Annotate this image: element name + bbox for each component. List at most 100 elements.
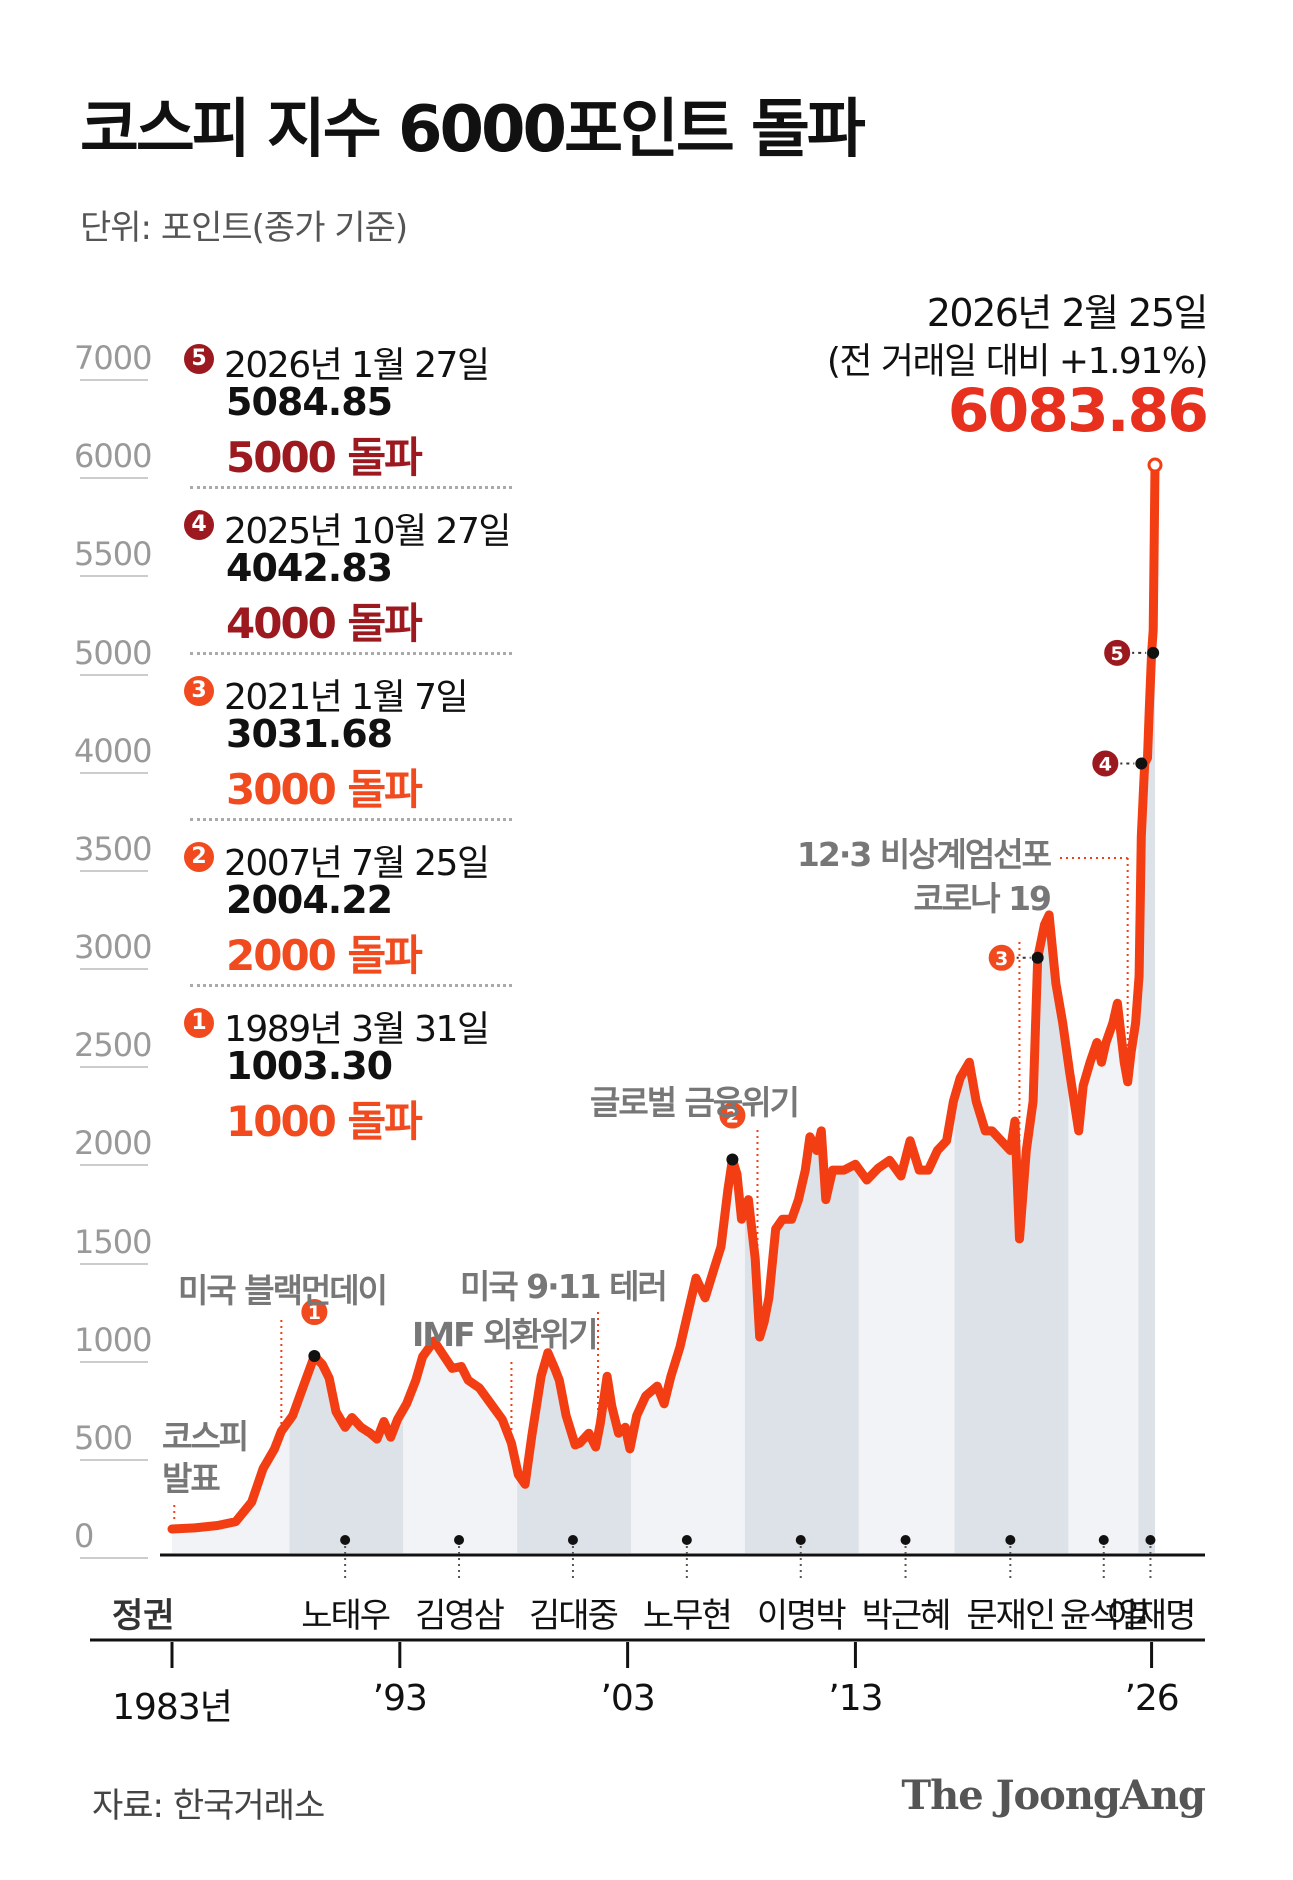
y-tick-label: 1000: [74, 1320, 152, 1359]
milestone-badge-num: 1: [308, 1302, 321, 1324]
milestone-badge-num: 5: [1111, 643, 1124, 665]
era-band: [954, 914, 1069, 1553]
era-dot: [1098, 1535, 1109, 1545]
milestone-badge: [1090, 748, 1121, 779]
milestone-list-badge: 1: [184, 1008, 214, 1038]
latest-point: [1147, 457, 1163, 473]
era-dot: [340, 1535, 351, 1545]
milestone-date: 2021년 1월 7일: [224, 677, 469, 718]
era-band: [1068, 985, 1139, 1553]
milestone-date: 2025년 10월 27일: [224, 511, 511, 552]
milestone-date: 2026년 1월 27일: [224, 345, 490, 386]
era-band: [403, 1340, 518, 1553]
milestone-badge: [717, 1100, 748, 1131]
milestone-breakthrough: 2000 돌파: [226, 931, 423, 980]
y-tick-label: 5500: [74, 535, 152, 574]
milestone-separator: [190, 818, 512, 821]
era-label: 이명박: [756, 1596, 847, 1636]
milestone-list-badge: 4: [184, 510, 214, 540]
era-dot: [1145, 1535, 1156, 1545]
era-dot: [454, 1535, 465, 1545]
milestone-date: 2007년 7월 25일: [224, 843, 490, 884]
milestone-value: 1003.30: [226, 1044, 393, 1088]
page-title: 코스피 지수 6000포인트 돌파: [80, 93, 866, 167]
milestone-list-badge: 3: [184, 676, 214, 706]
era-band: [858, 1097, 955, 1553]
era-label: 김대중: [529, 1596, 619, 1636]
milestone-markers: 5 4 3 2 1: [299, 457, 1163, 1363]
milestone-badge-num: 2: [726, 1106, 739, 1128]
era-label: 노태우: [301, 1596, 391, 1636]
era-header: 정권: [112, 1596, 175, 1636]
y-tick-label: 3000: [74, 928, 152, 966]
era-label: 박근혜: [861, 1596, 952, 1636]
milestone-breakthrough: 3000 돌파: [226, 765, 423, 814]
latest-change: (전 거래일 대비 +1.91%): [826, 341, 1209, 382]
event-annotation: 글로벌 금융위기: [590, 1083, 798, 1122]
unit-label: 단위: 포인트(종가 기준): [80, 208, 408, 248]
milestone-value: 4042.83: [226, 546, 393, 590]
y-tick-label: 2000: [74, 1124, 152, 1163]
event-annotation: 코스피: [162, 1417, 247, 1456]
era-dot: [795, 1535, 806, 1545]
milestone-value: 5084.85: [226, 380, 393, 424]
milestone-point: [726, 1153, 739, 1166]
y-tick-label: 5000: [74, 633, 152, 672]
y-tick-line: [80, 575, 148, 578]
era-band: [172, 1420, 290, 1553]
y-tick-line: [80, 477, 148, 480]
y-tick-line: [80, 1164, 148, 1167]
event-annotation: 12·3 비상계엄선포: [797, 835, 1052, 874]
milestone-date: 1989년 3월 31일: [224, 1009, 490, 1050]
y-tick-line: [80, 1458, 148, 1461]
year-label: ’26: [1124, 1678, 1179, 1719]
kospi-series-line: [167, 460, 1160, 1534]
milestone-separator: [190, 652, 512, 655]
era-label: 노무현: [642, 1596, 733, 1636]
source-note: 자료: 한국거래소: [92, 1786, 325, 1826]
y-tick-line: [80, 379, 148, 381]
era-label: 문재인: [966, 1596, 1056, 1636]
y-tick-label: 7000: [74, 339, 152, 377]
milestone-value: 3031.68: [226, 712, 393, 756]
y-tick-line: [80, 1262, 148, 1265]
era-label: 이재명: [1106, 1596, 1197, 1636]
era-dot: [900, 1535, 911, 1545]
era-dot: [1005, 1535, 1016, 1545]
y-tick-line: [80, 869, 148, 872]
milestone-point: [1147, 646, 1160, 659]
era-dot: [567, 1535, 578, 1545]
y-tick-line: [80, 771, 148, 774]
milestone-breakthrough: 1000 돌파: [226, 1097, 423, 1146]
milestone-list-badge: 5: [184, 344, 214, 374]
event-annotation: 발표: [162, 1459, 220, 1498]
y-tick-label: 500: [74, 1418, 133, 1457]
y-tick-line: [80, 673, 148, 676]
year-label: ’93: [372, 1678, 428, 1719]
milestone-point: [308, 1350, 321, 1363]
y-tick-line: [80, 968, 148, 970]
milestone-badge: [1102, 637, 1133, 668]
y-tick-line: [80, 1360, 148, 1363]
era-dot: [681, 1535, 692, 1545]
era-shading: [172, 465, 1155, 1554]
milestone-breakthrough: 4000 돌파: [226, 599, 423, 648]
era-label: 김영삼: [415, 1596, 505, 1636]
era-band: [744, 1130, 859, 1553]
milestone-badge: [986, 942, 1017, 973]
y-tick-label: 4000: [74, 731, 152, 770]
y-tick-label: 0: [74, 1517, 94, 1555]
y-tick-line: [80, 1066, 148, 1069]
year-label: ’13: [828, 1678, 883, 1719]
event-annotation: 미국 블랙먼데이: [178, 1271, 386, 1310]
milestone-breakthrough: 5000 돌파: [226, 433, 423, 482]
milestone-separator: [190, 984, 512, 987]
event-annotation: IMF 외환위기: [412, 1315, 597, 1354]
event-annotation: 미국 9·11 테러: [460, 1267, 666, 1306]
year-label: 1983년: [112, 1687, 233, 1728]
event-annotation: 코로나 19: [914, 879, 1051, 918]
milestone-separator: [190, 486, 512, 489]
latest-value: 6083.86: [947, 376, 1209, 446]
